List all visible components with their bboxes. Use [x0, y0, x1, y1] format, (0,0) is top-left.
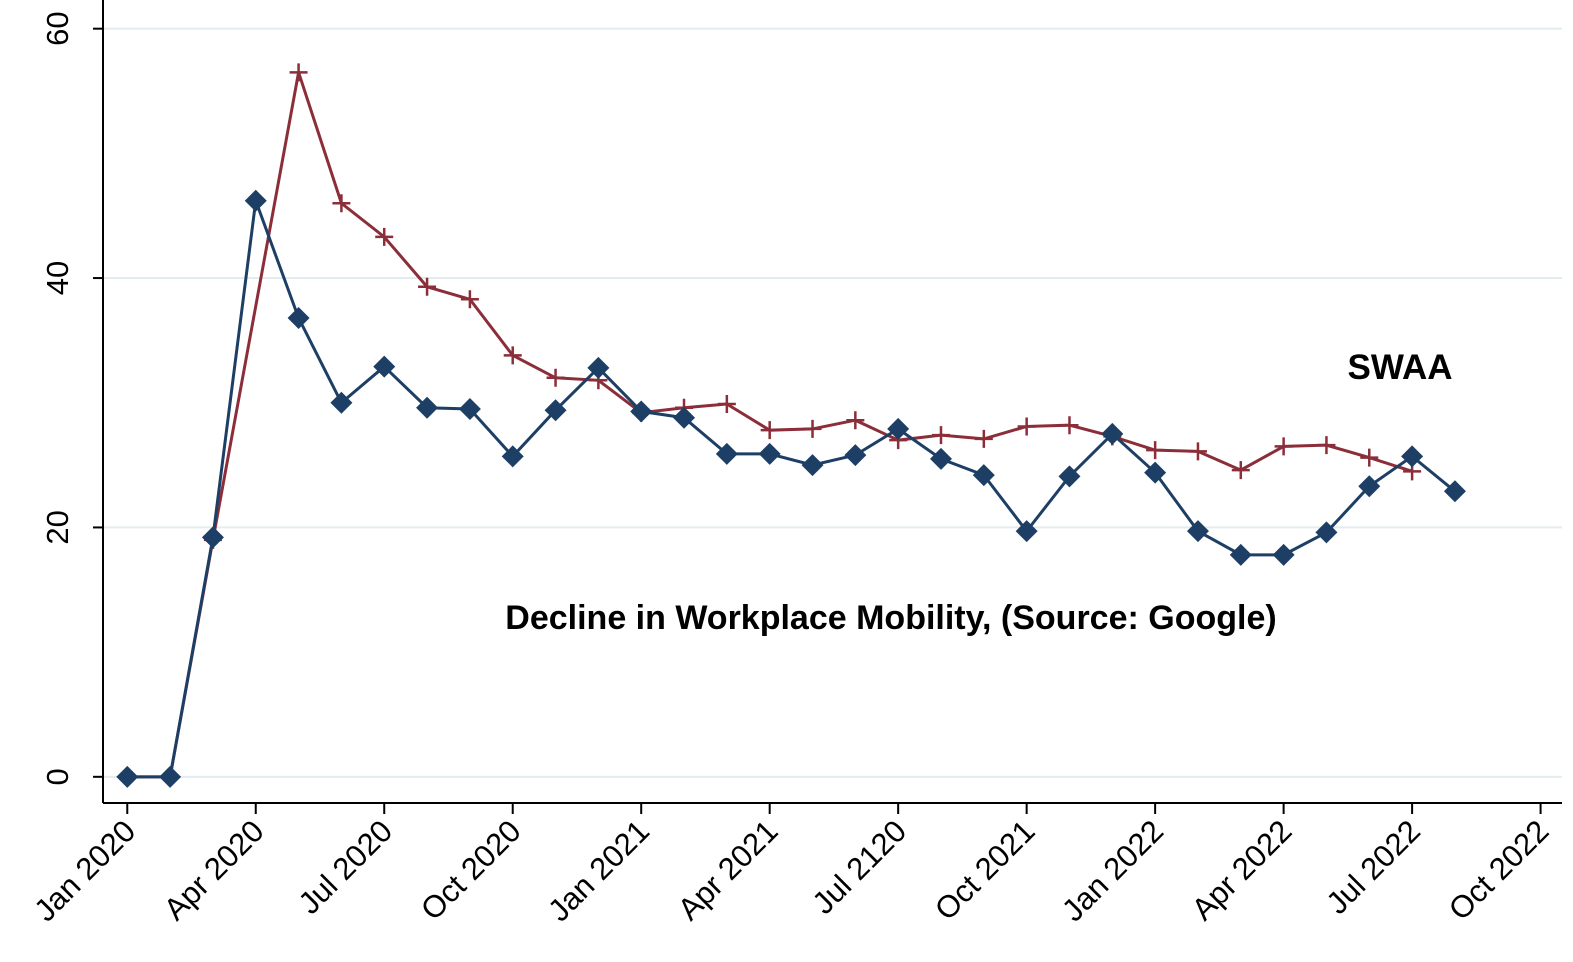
- marker: [373, 355, 396, 378]
- x-tick-label: Jan 2020: [27, 813, 142, 928]
- marker: [760, 421, 779, 440]
- x-tick-label: Apr 2021: [671, 813, 785, 927]
- marker: [244, 189, 267, 212]
- series-label: SWAA: [1348, 348, 1453, 387]
- x-tick-label: Jan 2022: [1055, 813, 1170, 928]
- marker: [972, 464, 995, 487]
- marker: [887, 417, 910, 440]
- marker: [416, 396, 439, 419]
- series-label: Decline in Workplace Mobility, (Source: …: [505, 599, 1276, 637]
- y-tick-label: 60: [40, 11, 75, 45]
- marker: [116, 765, 139, 788]
- x-tick-label: Jul 2020: [292, 813, 400, 921]
- marker: [1401, 445, 1424, 468]
- series-line: [127, 200, 1456, 779]
- x-tick-label: Jan 2021: [541, 813, 656, 928]
- marker: [801, 454, 824, 477]
- marker: [1315, 521, 1338, 544]
- marker: [1188, 442, 1207, 461]
- x-tick-label: Oct 2021: [928, 813, 1042, 927]
- marker: [544, 399, 567, 422]
- marker: [1015, 520, 1038, 543]
- x-tick-label: Apr 2020: [157, 813, 271, 927]
- x-tick-label: Apr 2022: [1185, 813, 1299, 927]
- marker: [673, 406, 696, 429]
- marker: [974, 429, 993, 448]
- x-tick-label: Jul 2022: [1319, 813, 1427, 921]
- marker: [587, 356, 610, 379]
- y-tick-label: 40: [40, 261, 75, 295]
- marker: [289, 63, 308, 82]
- marker: [1360, 448, 1379, 467]
- marker: [287, 306, 310, 329]
- x-tick-label: Oct 2020: [414, 813, 528, 927]
- marker: [503, 346, 522, 365]
- series-line: [127, 71, 1413, 779]
- marker: [1272, 543, 1295, 566]
- marker: [330, 391, 353, 414]
- marker: [1144, 461, 1167, 484]
- marker: [1274, 437, 1293, 456]
- marker: [1231, 461, 1250, 480]
- marker: [1317, 436, 1336, 455]
- x-tick-label: Oct 2022: [1442, 813, 1556, 927]
- marker: [1058, 465, 1081, 488]
- marker: [1358, 475, 1381, 498]
- marker: [1101, 422, 1124, 445]
- marker: [375, 227, 394, 246]
- marker: [844, 444, 867, 467]
- marker: [458, 397, 481, 420]
- marker: [758, 442, 781, 465]
- marker: [1443, 480, 1466, 503]
- marker: [931, 426, 950, 445]
- y-tick-label: 0: [40, 768, 75, 785]
- marker: [332, 194, 351, 213]
- x-tick-label: Jul 2120: [805, 813, 913, 921]
- marker: [546, 368, 565, 387]
- marker: [803, 419, 822, 438]
- marker: [1229, 543, 1252, 566]
- marker: [717, 394, 736, 413]
- marker: [715, 442, 738, 465]
- marker: [1060, 416, 1079, 435]
- marker: [929, 447, 952, 470]
- marker: [1146, 441, 1165, 460]
- marker: [630, 400, 653, 423]
- marker: [846, 411, 865, 430]
- marker: [1017, 417, 1036, 436]
- marker: [418, 277, 437, 296]
- marker: [1186, 520, 1209, 543]
- y-tick-label: 20: [40, 510, 75, 544]
- marker: [460, 290, 479, 309]
- marker: [501, 445, 524, 468]
- marker: [201, 526, 224, 549]
- marker: [159, 765, 182, 788]
